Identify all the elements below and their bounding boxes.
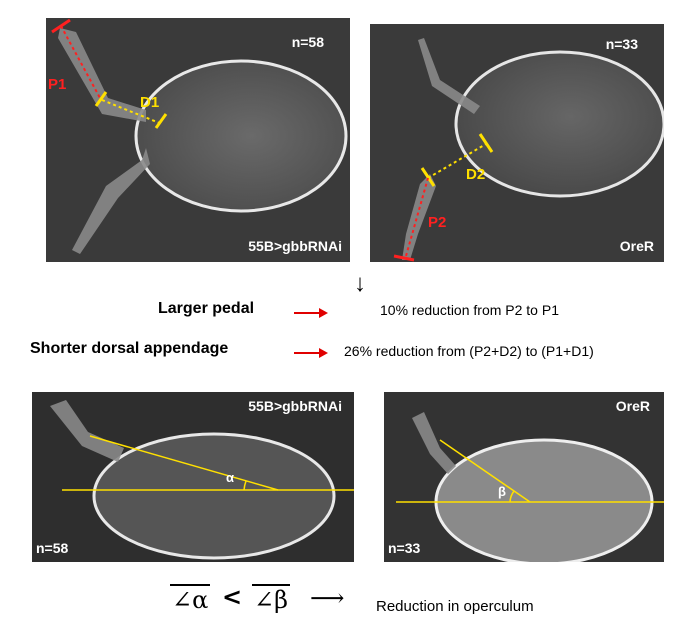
- pedal-reduction-text: 10% reduction from P2 to P1: [380, 302, 559, 318]
- genotype-label: OreR: [619, 238, 654, 254]
- panel-top-left: P1 D1 n=58 55B>gbbRNAi: [46, 18, 350, 262]
- red-arrow-1: [294, 308, 328, 318]
- sample-size-label: n=33: [388, 540, 421, 556]
- larger-pedal-label: Larger pedal: [158, 300, 255, 317]
- appendage-reduction-text: 26% reduction from (P2+D2) to (P1+D1): [344, 343, 594, 359]
- egg-image-bottom-left: [50, 400, 354, 560]
- sample-size-label: n=58: [291, 34, 324, 50]
- d1-label: D1: [140, 94, 160, 111]
- angle-beta-symbol: ∠β: [252, 584, 290, 614]
- p2-label: P2: [428, 214, 447, 231]
- genotype-label: 55B>gbbRNAi: [248, 398, 342, 414]
- result-arrow: ⟶: [310, 584, 345, 612]
- operculum-reduction-text: Reduction in operculum: [376, 598, 534, 615]
- panel-bottom-right: β OreR n=33: [384, 392, 664, 562]
- dorsal-appendage-label: Shorter dorsal appendage: [30, 340, 229, 357]
- egg-image-bottom-right: [396, 412, 664, 562]
- panel-bottom-left: α 55B>gbbRNAi n=58: [32, 392, 354, 562]
- down-arrow: ↓: [354, 270, 366, 297]
- genotype-label: 55B>gbbRNAi: [248, 238, 342, 254]
- sample-size-label: n=33: [605, 36, 638, 52]
- sample-size-label: n=58: [36, 540, 69, 556]
- less-than-symbol: <: [222, 582, 243, 611]
- p1-label: P1: [48, 76, 67, 93]
- panel-top-right: D2 P2 n=33 OreR: [370, 24, 664, 262]
- red-arrow-2: [294, 348, 328, 358]
- egg-image-top-right: [393, 38, 664, 262]
- egg-image-top-left: [51, 18, 348, 254]
- angle-alpha-symbol: ∠α: [170, 584, 211, 614]
- d2-label: D2: [466, 166, 486, 183]
- angle-beta-label: β: [498, 484, 506, 499]
- angle-alpha-label: α: [226, 470, 234, 485]
- genotype-label: OreR: [615, 398, 650, 414]
